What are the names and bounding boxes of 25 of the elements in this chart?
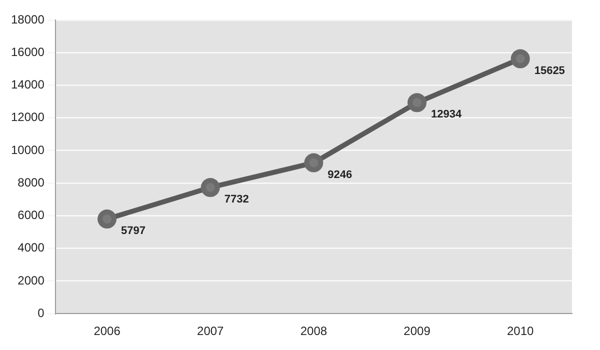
x-tick-label: 2009 — [404, 324, 431, 338]
data-label: 12934 — [431, 108, 462, 121]
x-tick-label: 2006 — [94, 324, 121, 338]
y-tick-label: 0 — [38, 306, 45, 320]
y-tick-label: 10000 — [10, 142, 45, 157]
point — [98, 210, 117, 229]
y-tick-label: 6000 — [18, 208, 45, 222]
point — [200, 178, 220, 197]
y-tick-label: 8000 — [18, 175, 45, 190]
y-tick-label: 2000 — [18, 273, 45, 288]
point — [304, 153, 324, 172]
x-tick-label: 2008 — [300, 324, 328, 338]
data-label: 7732 — [224, 194, 249, 206]
y-tick-label: 16000 — [10, 44, 45, 59]
y-tick-label: 12000 — [10, 110, 45, 124]
data-label: 15625 — [534, 64, 565, 77]
data-label: 5797 — [121, 225, 146, 238]
y-tick-label: 4000 — [18, 240, 45, 255]
y-tick-label: 18000 — [10, 12, 45, 26]
data-label: 9246 — [328, 168, 352, 181]
y-tick-label: 14000 — [10, 78, 45, 92]
x-tick-label: 2010 — [506, 324, 534, 338]
point — [510, 49, 530, 68]
point — [408, 93, 427, 112]
x-tick-label: 2007 — [197, 324, 224, 338]
